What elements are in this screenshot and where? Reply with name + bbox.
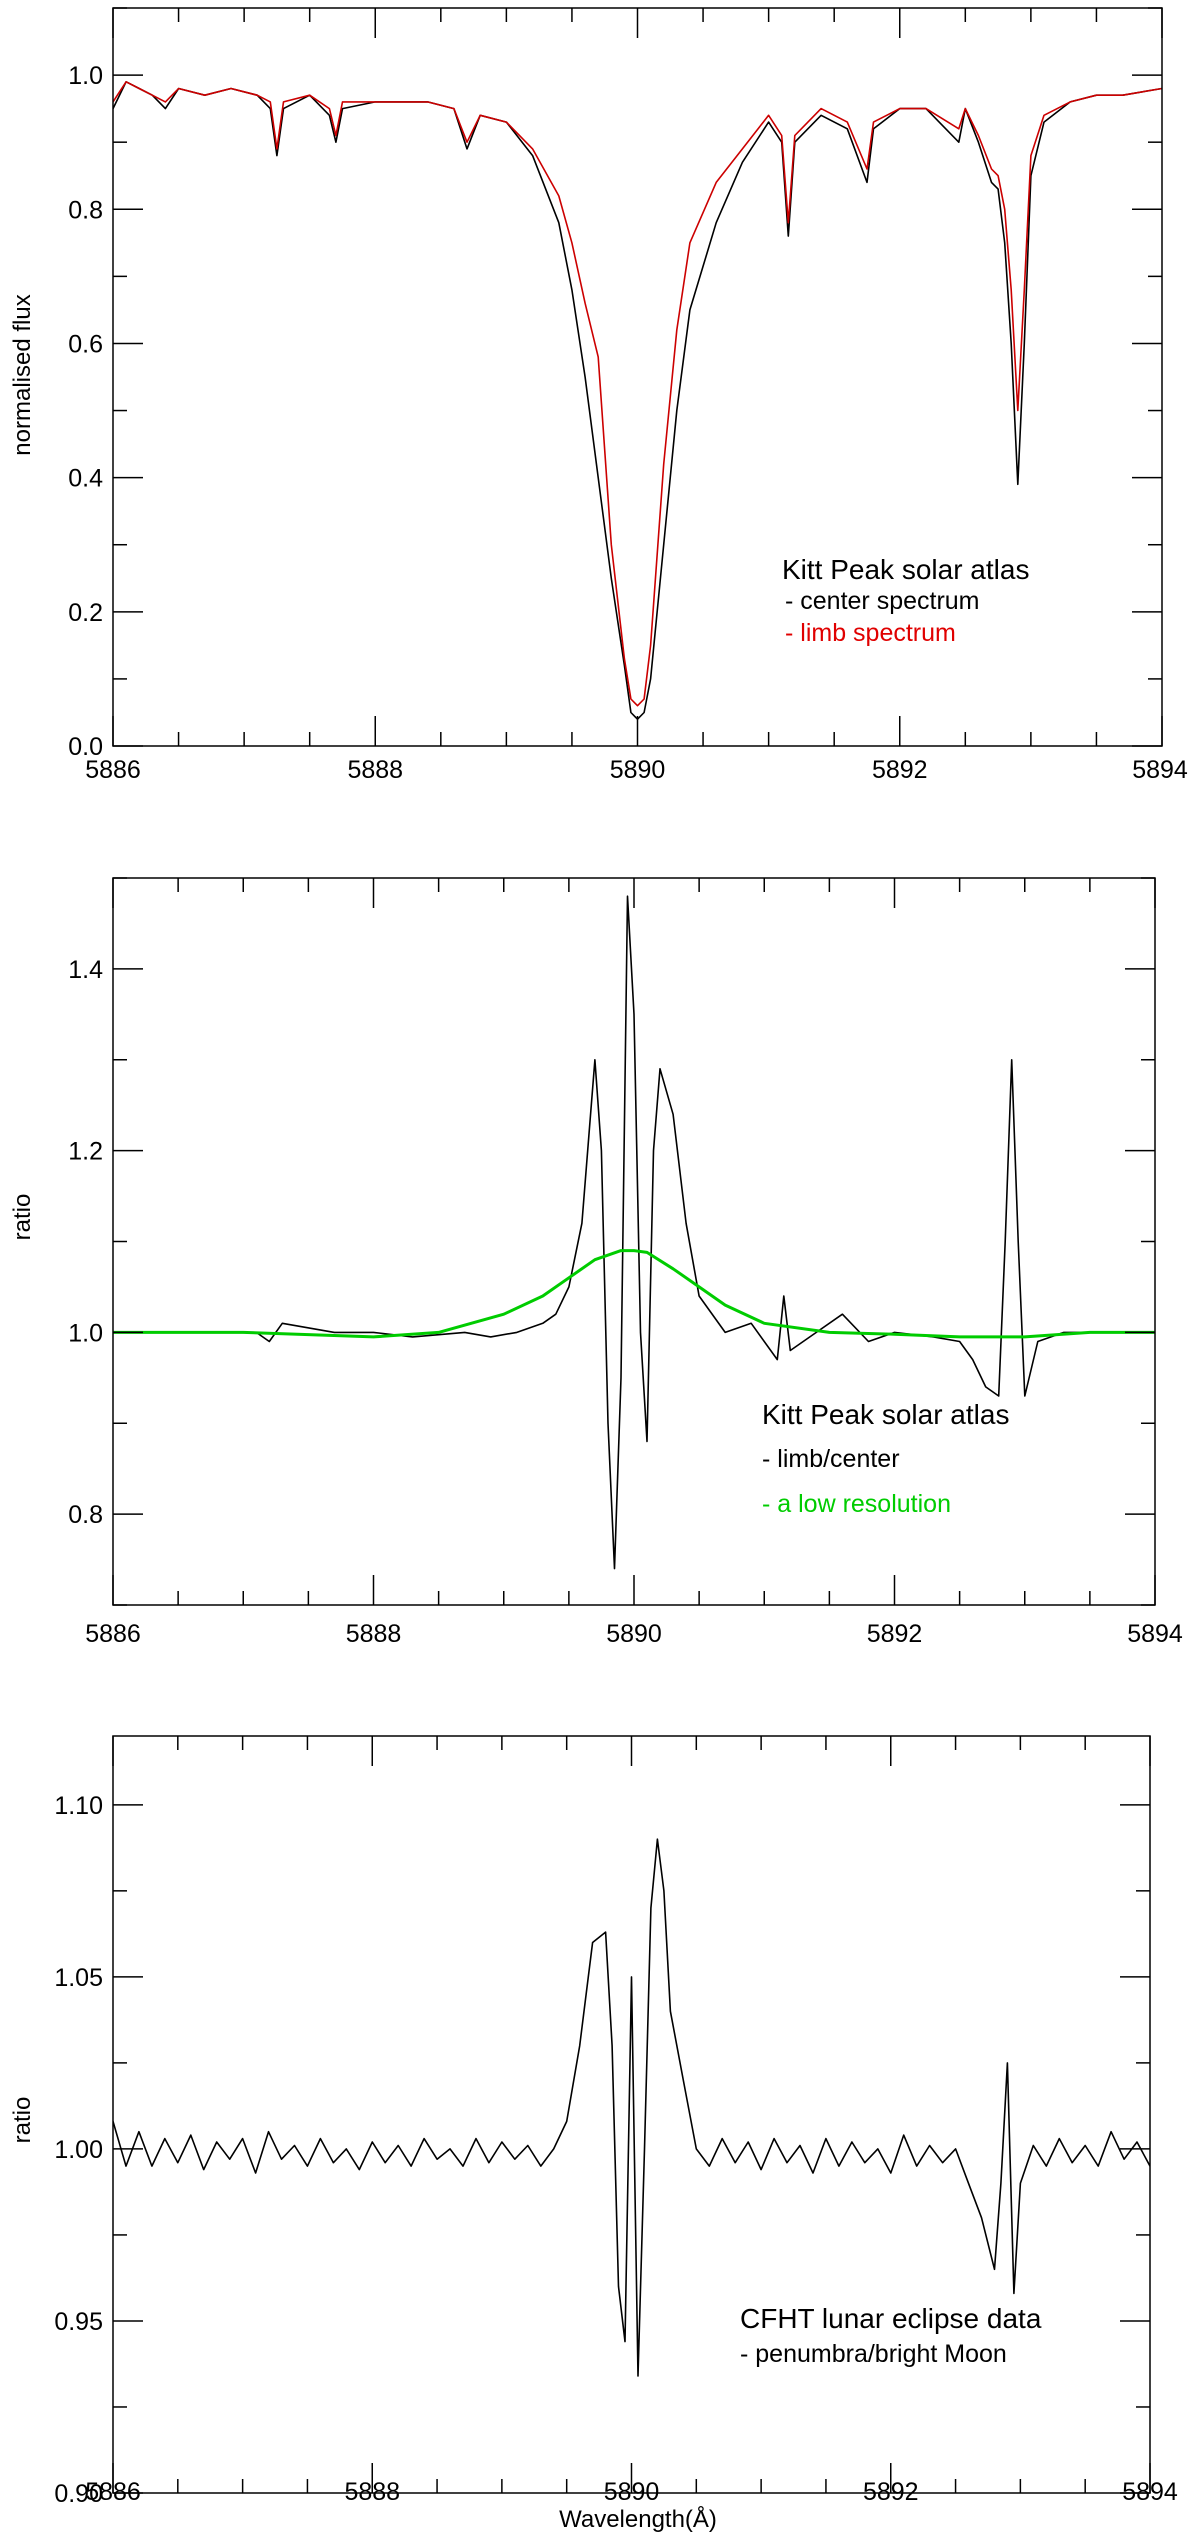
y-tick-label: 1.05 [54, 1964, 103, 1992]
panel-1-legend-entry-limb: - limb spectrum [785, 619, 956, 647]
x-tick-label: 5894 [1127, 1620, 1183, 1648]
y-tick-label: 0.4 [68, 465, 103, 493]
x-tick-label: 5894 [1122, 2478, 1178, 2506]
x-tick-label: 5894 [1132, 756, 1188, 784]
x-tick-label: 5886 [85, 1620, 141, 1648]
panel-2-legend-entry-ratio: - limb/center [762, 1445, 900, 1473]
panel-2-legend: Kitt Peak solar atlas - limb/center - a … [762, 1399, 1009, 1518]
panel-3-y-axis-label: ratio [9, 2097, 36, 2144]
panel-3-x-axis-label: Wavelength(Å) [559, 2505, 717, 2533]
y-tick-label: 0.95 [54, 2308, 103, 2336]
panel-1-legend: Kitt Peak solar atlas - center spectrum … [782, 554, 1029, 647]
x-tick-label: 5886 [85, 2478, 141, 2506]
y-tick-label: 1.10 [54, 1792, 103, 1820]
panel-3-legend-title: CFHT lunar eclipse data [740, 2303, 1042, 2334]
x-tick-label: 5886 [85, 756, 141, 784]
panel-1-ticks [112, 7, 1163, 747]
y-tick-label: 0.90 [54, 2480, 103, 2508]
panel-2-legend-title: Kitt Peak solar atlas [762, 1399, 1009, 1430]
y-tick-label: 0.6 [68, 330, 103, 358]
panel-2-x-tick-labels: 5886 5888 5890 5892 5894 [85, 1620, 1183, 1648]
y-tick-label: 0.8 [68, 196, 103, 224]
panel-2-y-axis-label: ratio [9, 1194, 36, 1241]
panel-2-legend-entry-low-res: - a low resolution [762, 1490, 951, 1518]
y-tick-label: 1.4 [68, 956, 103, 984]
panel-3-series-line-1 [113, 1838, 1150, 2377]
x-tick-label: 5888 [347, 756, 403, 784]
panel-2-series-line-1 [113, 895, 1155, 1570]
panel-1-legend-title: Kitt Peak solar atlas [782, 554, 1029, 585]
panel-1-series-line-2 [113, 81, 1162, 707]
x-tick-label: 5888 [344, 2478, 400, 2506]
y-tick-label: 0.8 [68, 1501, 103, 1529]
panel-3: 0.90 0.95 1.00 1.05 1.10 5886 5888 5890 5892 589… [9, 1735, 1178, 2533]
y-tick-label: 1.0 [68, 62, 103, 90]
panel-3-legend: CFHT lunar eclipse data - penumbra/brigh… [740, 2303, 1042, 2368]
y-tick-label: 1.0 [68, 1319, 103, 1347]
panel-3-y-tick-labels: 0.90 0.95 1.00 1.05 1.10 [54, 1792, 103, 2508]
panel-1-series-line-1 [113, 81, 1162, 720]
y-tick-label: 1.2 [68, 1138, 103, 1166]
y-tick-label: 0.0 [68, 733, 103, 761]
panel-1-x-tick-labels: 5886 5888 5890 5892 5894 [85, 756, 1188, 784]
y-tick-label: 1.00 [54, 2136, 103, 2164]
panel-2-ticks [112, 877, 1156, 1606]
panel-1-y-tick-labels: 0.0 0.2 0.4 0.6 0.8 1.0 [68, 62, 103, 761]
panel-1: 0.00.20.40.60.81.0 5886 5888 5890 5892 5894 … [9, 7, 1188, 784]
panel-2: 0.81.01.21.4 5886 5888 5890 5892 5894 ratio … [9, 877, 1183, 1648]
x-tick-label: 5890 [610, 756, 666, 784]
x-tick-label: 5892 [863, 2478, 919, 2506]
panel-1-y-axis-label: normalised flux [9, 294, 36, 455]
panel-2-series [113, 895, 1155, 1570]
x-tick-label: 5888 [346, 1620, 402, 1648]
panel-3-x-tick-labels: 5886 5888 5890 5892 5894 [85, 2478, 1178, 2506]
panel-1-series [113, 81, 1162, 720]
panel-2-series-line-2 [113, 1249, 1155, 1339]
panel-1-legend-entry-center: - center spectrum [785, 587, 980, 615]
x-tick-label: 5890 [606, 1620, 662, 1648]
panel-3-series [113, 1838, 1150, 2377]
x-tick-label: 5890 [604, 2478, 660, 2506]
panel-2-y-tick-labels: 0.8 1.0 1.2 1.4 [68, 956, 103, 1529]
panel-3-ticks [112, 1736, 1151, 2494]
y-tick-label: 0.2 [68, 599, 103, 627]
x-tick-label: 5892 [867, 1620, 923, 1648]
x-tick-label: 5892 [872, 756, 928, 784]
panel-3-legend-entry-ratio: - penumbra/bright Moon [740, 2340, 1007, 2368]
